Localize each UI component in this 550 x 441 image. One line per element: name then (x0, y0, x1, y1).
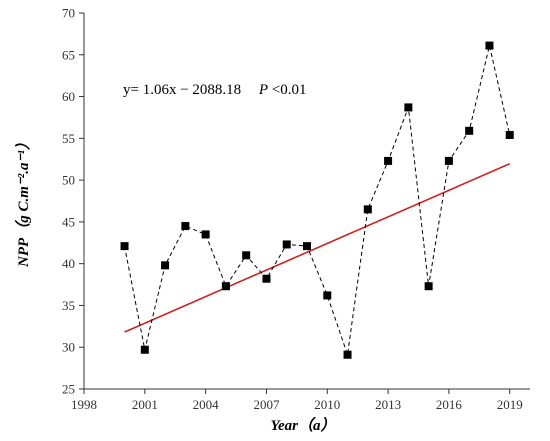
axes (83, 13, 530, 390)
x-axis-label: Year（a） (271, 416, 336, 434)
y-axis-label: NPP（g C.m⁻².a⁻¹） (14, 135, 32, 268)
x-tick-label: 2019 (497, 397, 523, 412)
data-point (161, 261, 170, 270)
y-tick-label: 50 (62, 173, 75, 188)
trend-line-group (124, 163, 511, 333)
p-value-symbol: P (258, 82, 268, 98)
x-tick-label: 2001 (132, 397, 158, 412)
data-point (201, 230, 210, 239)
y-tick-label: 70 (62, 6, 75, 21)
data-point (140, 345, 149, 354)
data-point (303, 242, 311, 251)
y-tick-label: 45 (62, 214, 75, 229)
x-tick-label: 2007 (253, 397, 280, 412)
x-tick-label: 1998 (71, 397, 97, 412)
y-axis-ticks: 25 30 35 40 45 50 55 60 65 70 (62, 6, 84, 397)
data-point (363, 205, 372, 214)
data-point (242, 251, 251, 260)
y-tick-label: 55 (62, 131, 75, 146)
data-point (505, 130, 514, 139)
y-tick-label: 25 (62, 382, 75, 397)
y-tick-label: 30 (62, 340, 75, 355)
y-tick-label: 40 (62, 256, 75, 271)
data-point (444, 156, 453, 165)
x-tick-label: 2016 (436, 397, 463, 412)
trend-line (124, 163, 511, 333)
x-axis-ticks: 1998 2001 2004 2007 2010 2013 2016 2019 (71, 389, 523, 412)
data-point (465, 126, 474, 135)
data-point (384, 156, 393, 165)
y-tick-label: 35 (62, 298, 75, 313)
x-tick-label: 2004 (193, 397, 220, 412)
data-point (181, 222, 190, 231)
data-point (282, 240, 291, 249)
data-series-group (120, 41, 514, 359)
data-point (485, 41, 494, 50)
x-tick-label: 2013 (375, 397, 401, 412)
regression-annotation: y= 1.06x − 2088.18 P <0.01 (123, 82, 307, 98)
data-point (120, 242, 129, 251)
data-point (404, 103, 413, 112)
x-tick-label: 2010 (314, 397, 340, 412)
data-point (221, 282, 230, 291)
regression-equation: y= 1.06x − 2088.18 (123, 82, 241, 98)
data-point (424, 282, 433, 291)
data-point (343, 350, 352, 359)
data-point (262, 274, 271, 283)
p-value-threshold: <0.01 (272, 82, 307, 98)
y-tick-label: 60 (62, 89, 75, 104)
data-point (323, 291, 332, 300)
y-tick-label: 65 (62, 47, 75, 62)
